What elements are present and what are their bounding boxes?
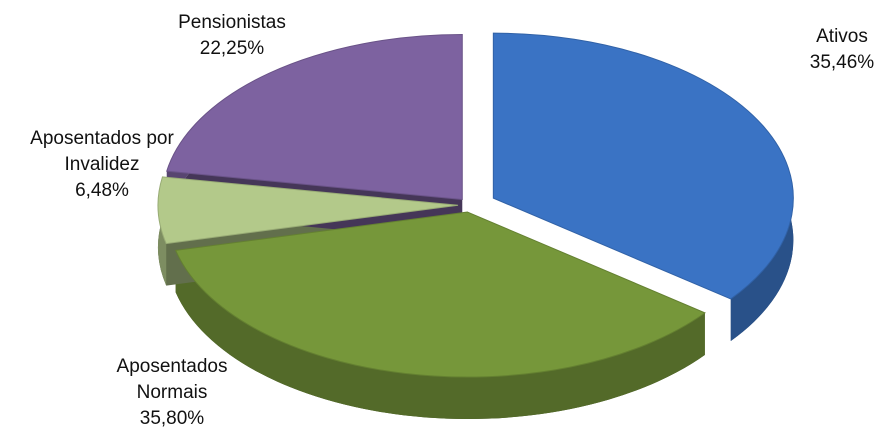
slice-wall xyxy=(175,250,705,420)
value-label: 35,46% xyxy=(809,52,875,73)
slice xyxy=(166,33,463,201)
category-name: Aposentados por Invalidez xyxy=(30,128,174,175)
value-label: 35,80% xyxy=(139,408,205,429)
slice-label: Pensionistas 22,25% xyxy=(132,10,332,62)
value-label: 6,48% xyxy=(75,180,129,201)
slice-label: Ativos 35,46% xyxy=(742,24,892,76)
slice xyxy=(492,32,794,300)
slice xyxy=(174,211,706,378)
slice xyxy=(157,176,459,245)
category-name: Pensionistas xyxy=(178,12,286,33)
category-name: Aposentados Normais xyxy=(116,356,228,403)
slice-label: Aposentados Normais 35,80% xyxy=(107,354,237,432)
value-label: 22,25% xyxy=(199,38,265,59)
slice-label: Aposentados por Invalidez 6,48% xyxy=(12,126,192,204)
category-name: Ativos xyxy=(816,26,868,47)
